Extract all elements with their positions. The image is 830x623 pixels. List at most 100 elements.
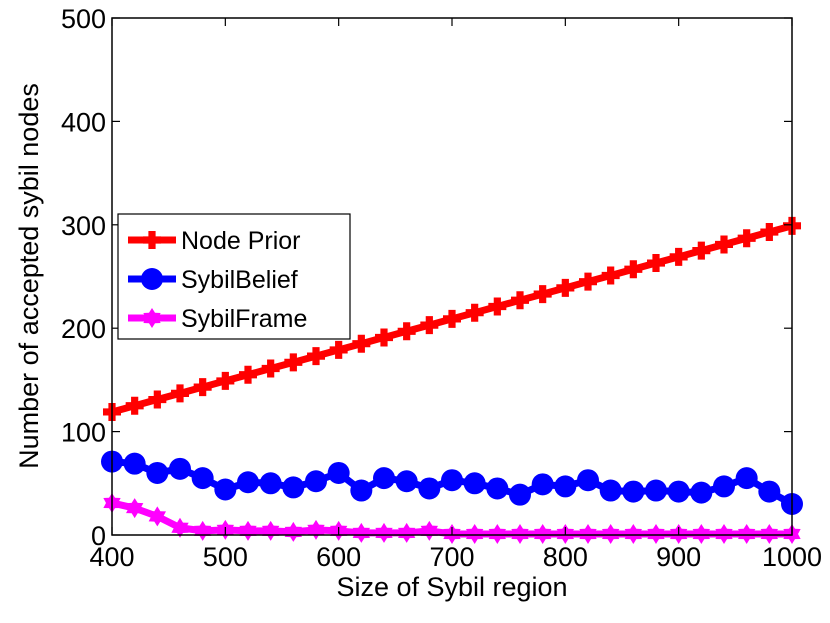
y-tick-label: 400: [61, 107, 106, 137]
data-point-node-prior: [533, 285, 552, 304]
data-point-sybilframe: [534, 523, 552, 544]
data-point-sybilframe: [194, 520, 212, 541]
data-point-node-prior: [375, 328, 393, 347]
legend-label-sybilbelief: SybilBelief: [181, 266, 298, 294]
data-point-sybilbelief: [509, 483, 531, 506]
y-tick-label: 0: [91, 521, 106, 551]
data-point-node-prior: [488, 297, 507, 316]
data-point-sybilframe: [579, 523, 597, 544]
data-point-sybilframe: [760, 523, 778, 544]
data-point-node-prior: [216, 371, 235, 390]
x-tick-label: 400: [89, 542, 134, 572]
data-point-node-prior: [125, 396, 144, 415]
data-point-sybilbelief: [690, 481, 713, 504]
data-point-sybilbelief: [146, 461, 169, 484]
data-point-node-prior: [420, 316, 439, 335]
data-point-node-prior: [737, 229, 756, 248]
data-point-sybilframe: [171, 517, 189, 538]
data-point-node-prior: [669, 247, 688, 266]
data-point-sybilbelief: [463, 472, 486, 495]
data-point-node-prior: [647, 254, 665, 273]
data-point-sybilbelief: [259, 472, 282, 495]
data-point-sybilbelief: [123, 452, 146, 475]
data-point-node-prior: [148, 390, 167, 409]
x-tick-label: 600: [316, 542, 361, 572]
data-point-node-prior: [284, 353, 303, 372]
x-tick-label: 800: [543, 542, 588, 572]
legend-marker-sybilframe: [143, 308, 161, 328]
data-point-sybilframe: [647, 523, 665, 544]
series-sybilbelief: [101, 450, 803, 515]
data-point-sybilframe: [398, 522, 416, 543]
data-point-sybilframe: [488, 523, 506, 544]
data-point-node-prior: [715, 235, 733, 254]
x-tick-label: 700: [429, 542, 474, 572]
data-point-node-prior: [760, 223, 779, 242]
data-point-node-prior: [171, 384, 189, 403]
y-tick-label: 200: [61, 314, 106, 344]
data-point-sybilframe: [420, 520, 438, 541]
legend-marker-node-prior: [143, 231, 161, 249]
data-point-node-prior: [579, 272, 597, 291]
data-point-sybilbelief: [622, 480, 645, 503]
data-point-sybilbelief: [191, 467, 214, 490]
y-tick-label: 100: [61, 418, 106, 448]
data-point-sybilframe: [375, 522, 393, 543]
data-point-sybilbelief: [373, 467, 395, 490]
x-axis-title: Size of Sybil region: [336, 572, 567, 602]
data-point-node-prior: [556, 278, 575, 297]
data-point-sybilbelief: [237, 471, 259, 494]
data-point-node-prior: [193, 378, 212, 397]
data-point-sybilbelief: [735, 467, 758, 490]
data-point-sybilframe: [715, 523, 733, 544]
data-point-sybilbelief: [169, 457, 191, 480]
data-point-sybilbelief: [395, 470, 418, 493]
data-point-node-prior: [239, 365, 257, 384]
data-point-sybilbelief: [327, 461, 350, 484]
data-point-sybilframe: [148, 506, 166, 527]
data-point-sybilframe: [352, 522, 370, 543]
data-point-sybilbelief: [667, 480, 690, 503]
data-point-node-prior: [443, 309, 461, 328]
x-tick-label: 900: [656, 542, 701, 572]
data-point-node-prior: [601, 266, 620, 285]
data-point-sybilbelief: [713, 475, 735, 498]
legend-markers: [141, 231, 163, 328]
data-point-node-prior: [465, 303, 484, 322]
data-point-sybilframe: [511, 523, 529, 544]
data-point-node-prior: [329, 340, 348, 359]
x-tick-label: 500: [203, 542, 248, 572]
data-point-node-prior: [261, 359, 280, 378]
data-point-sybilframe: [624, 523, 642, 544]
data-point-sybilbelief: [441, 469, 463, 492]
legend-label-sybilframe: SybilFrame: [181, 305, 307, 333]
legend: Node Prior SybilBelief SybilFrame: [117, 213, 351, 340]
data-point-sybilbelief: [758, 480, 781, 503]
data-point-sybilbelief: [645, 479, 667, 502]
data-point-sybilframe: [692, 523, 710, 544]
x-tick-label: 1000: [762, 542, 822, 572]
data-point-node-prior: [307, 347, 325, 366]
legend-label-node-prior: Node Prior: [181, 227, 301, 255]
data-point-sybilframe: [602, 523, 620, 544]
data-point-sybilbelief: [418, 477, 441, 500]
y-axis-title: Number of accepted sybil nodes: [14, 83, 44, 469]
data-point-sybilbelief: [599, 479, 622, 502]
data-point-sybilbelief: [350, 479, 373, 502]
data-point-node-prior: [624, 260, 643, 279]
data-point-node-prior: [397, 322, 416, 341]
data-point-sybilframe: [466, 523, 484, 544]
data-point-node-prior: [511, 291, 529, 310]
data-point-node-prior: [352, 334, 371, 353]
data-point-node-prior: [692, 241, 711, 260]
data-point-sybilframe: [239, 520, 257, 541]
data-point-sybilframe: [738, 523, 756, 544]
data-point-sybilbelief: [214, 478, 237, 501]
data-point-sybilframe: [262, 520, 280, 541]
y-tick-label: 300: [61, 211, 106, 241]
data-point-sybilbelief: [531, 473, 554, 496]
data-point-sybilframe: [126, 498, 144, 519]
ticks-layer: 400 500 600 700 800 900 1000 0 100 200 300 400 500: [61, 4, 822, 572]
legend-marker-sybilbelief: [141, 268, 163, 290]
